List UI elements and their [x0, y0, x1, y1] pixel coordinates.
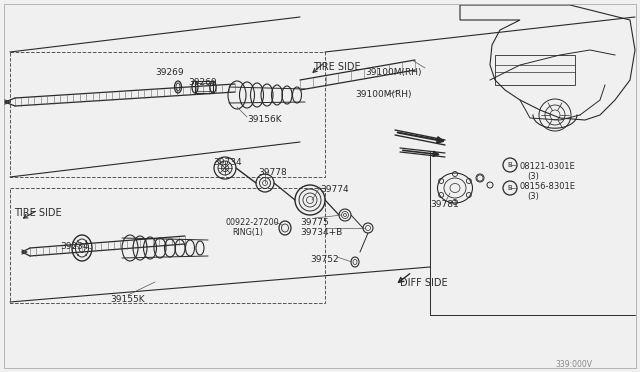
Text: 08156-8301E: 08156-8301E: [520, 182, 576, 191]
Text: 39781: 39781: [430, 200, 459, 209]
Text: DIFF SIDE: DIFF SIDE: [400, 278, 447, 288]
Text: TIRE SIDE: TIRE SIDE: [14, 208, 61, 218]
Text: 39752: 39752: [310, 255, 339, 264]
Text: 39234: 39234: [60, 242, 88, 251]
Text: B: B: [508, 162, 513, 168]
Bar: [10, 52, 325, 177]
Text: 39775: 39775: [300, 218, 329, 227]
Text: 00922-27200: 00922-27200: [226, 218, 280, 227]
Text: 39734+B: 39734+B: [300, 228, 342, 237]
Text: 39156K: 39156K: [247, 115, 282, 124]
Text: 39774: 39774: [320, 185, 349, 194]
Text: 39100M(RH): 39100M(RH): [355, 90, 412, 99]
Text: 39269: 39269: [155, 68, 184, 77]
Text: RING(1): RING(1): [232, 228, 263, 237]
Text: 39100M(RH): 39100M(RH): [365, 68, 422, 77]
Bar: [10, 188, 325, 303]
Text: 08121-0301E: 08121-0301E: [520, 162, 576, 171]
Text: 339:000V: 339:000V: [555, 360, 592, 369]
Bar: [495, 55, 575, 85]
Text: B: B: [508, 185, 513, 191]
Text: 39269: 39269: [188, 78, 216, 87]
Text: 39778: 39778: [258, 168, 287, 177]
Text: (3): (3): [527, 172, 539, 181]
Bar: [195, 81, 213, 93]
Text: 39155K: 39155K: [110, 295, 145, 304]
Text: (3): (3): [527, 192, 539, 201]
Text: 39734: 39734: [213, 158, 242, 167]
Text: TIRE SIDE: TIRE SIDE: [313, 62, 360, 72]
